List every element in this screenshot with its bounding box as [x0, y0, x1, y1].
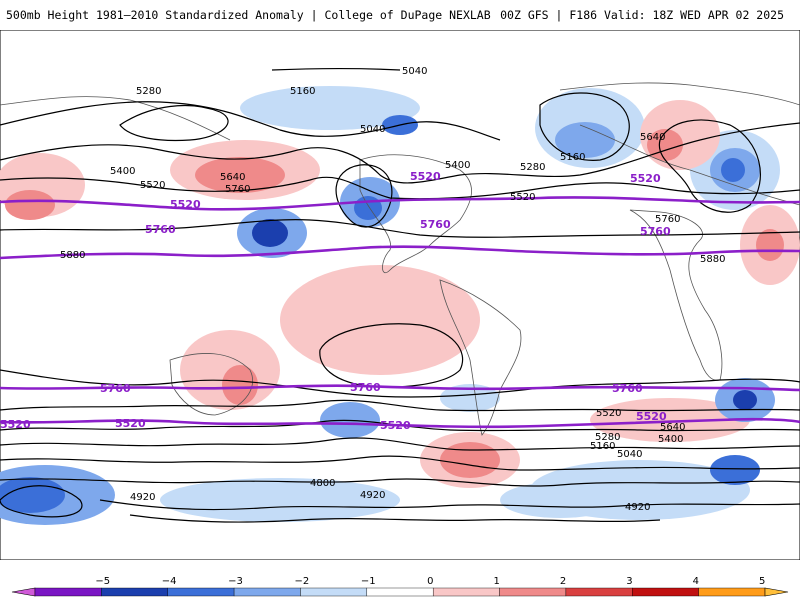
colorbar-end-high: [764, 587, 789, 597]
contour-label: 5880: [700, 254, 725, 265]
contour-label: 5040: [402, 66, 427, 77]
contour-label: 4800: [310, 478, 335, 489]
colorbar-swatch: [366, 587, 434, 597]
highlight-label: 5760: [350, 381, 381, 394]
highlight-label: 5520: [0, 418, 31, 431]
contour-label: 5280: [595, 432, 620, 443]
colorbar-tick-label: −2: [294, 576, 309, 587]
colorbar-swatch: [565, 587, 633, 597]
colorbar-end-low: [11, 587, 36, 597]
colorbar-swatch: [233, 587, 301, 597]
contour-label: 5640: [220, 172, 245, 183]
colorbar-tick-label: −3: [228, 576, 243, 587]
colorbar-swatch: [499, 587, 567, 597]
colorbar-swatch: [632, 587, 699, 597]
contour-label: 5160: [590, 441, 615, 452]
highlight-contours: [0, 196, 800, 429]
colorbar-tick-label: 3: [626, 576, 632, 587]
contour-label: 5160: [290, 86, 315, 97]
contour-label: 5880: [60, 250, 85, 261]
colorbar-tick-label: 2: [560, 576, 566, 587]
colorbar-tick-label: −1: [361, 576, 376, 587]
highlight-label: 5520: [630, 172, 661, 185]
colorbar-swatches: [11, 587, 789, 597]
highlight-label: 5520: [380, 419, 411, 432]
contour-label: 5520: [140, 180, 165, 191]
highlight-label: 5520: [636, 410, 667, 423]
highlight-label: 5760: [640, 225, 671, 238]
contour-label: 5040: [360, 124, 385, 135]
colorbar-tick-label: −4: [162, 576, 177, 587]
colorbar-ticks: −5 −4 −3 −2 −1 0 1 2 3 4 5: [95, 576, 765, 587]
colorbar-swatch: [698, 587, 766, 597]
run-info: 00Z GFS | F186 Valid: 18Z WED APR 02 202…: [500, 8, 784, 22]
highlight-label: 5760: [145, 223, 176, 236]
contour-label: 4920: [360, 490, 385, 501]
contour-label: 5760: [655, 214, 680, 225]
contour-label: 5400: [658, 434, 683, 445]
highlight-label: 5520: [410, 170, 441, 183]
colorbar-swatch: [300, 587, 368, 597]
map-panel: 5040 5160 5280 5400 5520 5640 5760 5880 …: [0, 30, 800, 560]
contour-label: 5040: [617, 449, 642, 460]
colorbar-tick-label: 5: [759, 576, 765, 587]
colorbar-swatch: [167, 587, 235, 597]
contour-label: 4920: [625, 502, 650, 513]
contour-label: 5280: [520, 162, 545, 173]
contour-labels: 5040 5160 5280 5400 5520 5640 5760 5880 …: [60, 66, 725, 513]
colorbar: −5 −4 −3 −2 −1 0 1 2 3 4 5: [11, 576, 789, 597]
contour-label: 5400: [110, 166, 135, 177]
contour-label: 5160: [560, 152, 585, 163]
colorbar-tick-label: 0: [427, 576, 433, 587]
header: 500mb Height 1981–2010 Standardized Anom…: [0, 0, 800, 30]
colorbar-tick-label: −5: [95, 576, 110, 587]
contour-label: 5640: [640, 132, 665, 143]
colorbar-swatch: [101, 587, 168, 597]
colorbar-swatch: [432, 587, 500, 597]
colorbar-swatch: [34, 587, 102, 597]
highlight-label: 5520: [115, 417, 146, 430]
highlight-label: 5760: [612, 382, 643, 395]
contour-label: 5400: [445, 160, 470, 171]
highlight-labels: 5520 5520 5520 5760 5760 5760 5760 5760 …: [0, 170, 671, 432]
contour-label: 5640: [660, 422, 685, 433]
contour-label: 4920: [130, 492, 155, 503]
highlight-label: 5760: [100, 382, 131, 395]
contour-label: 5520: [510, 192, 535, 203]
contour-label: 5760: [225, 184, 250, 195]
highlight-label: 5760: [420, 218, 451, 231]
highlight-label: 5520: [170, 198, 201, 211]
contour-label: 5520: [596, 408, 621, 419]
contour-label: 5280: [136, 86, 161, 97]
height-contours: [0, 67, 800, 523]
map-title: 500mb Height 1981–2010 Standardized Anom…: [6, 8, 491, 22]
colorbar-tick-label: 4: [693, 576, 699, 587]
colorbar-tick-label: 1: [494, 576, 500, 587]
